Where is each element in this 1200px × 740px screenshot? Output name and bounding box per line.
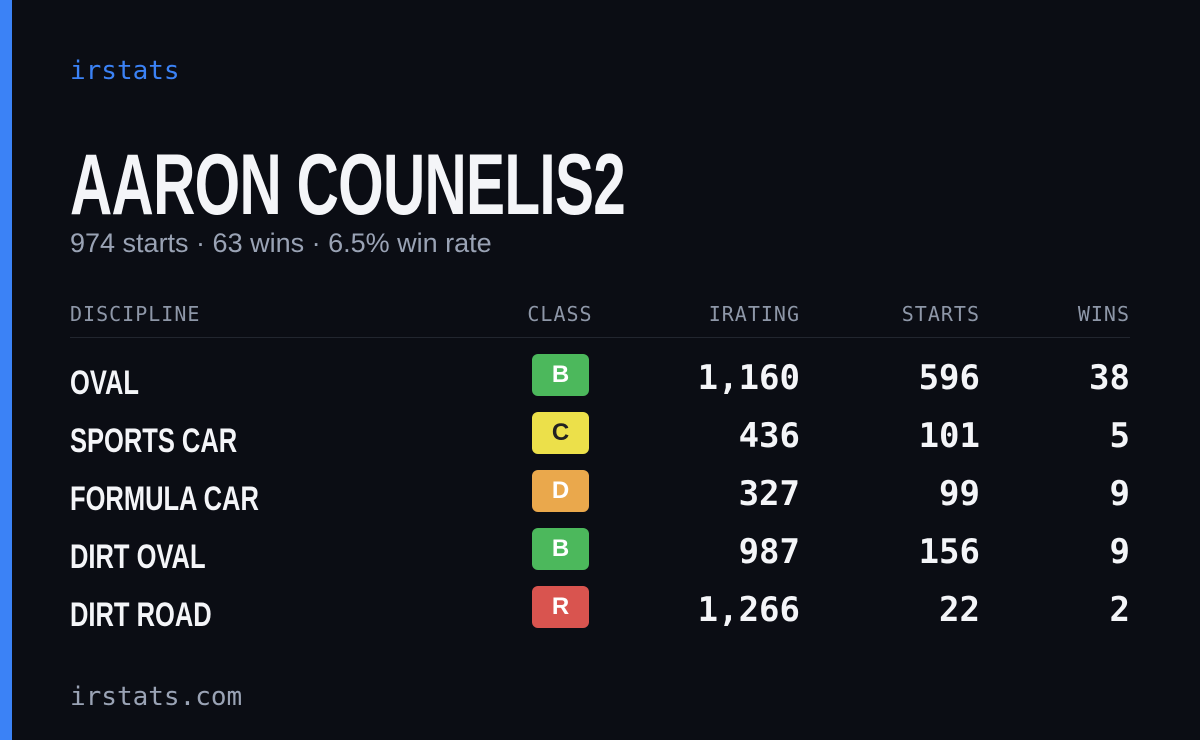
stat-value: 9 bbox=[1109, 474, 1130, 514]
stat-value: 327 bbox=[738, 474, 800, 514]
class-badge: B bbox=[532, 354, 589, 396]
discipline: DIRT ROAD bbox=[70, 596, 212, 634]
stat-value: 101 bbox=[918, 416, 980, 456]
accent-bar bbox=[0, 0, 12, 740]
stat-value: 156 bbox=[918, 532, 980, 572]
discipline: FORMULA CAR bbox=[70, 480, 259, 518]
summary: 974 starts · 63 wins · 6.5% win rate bbox=[70, 228, 492, 258]
stat-value: 38 bbox=[1089, 358, 1130, 398]
stat-value: 1,160 bbox=[697, 358, 800, 398]
column-header: CLASS bbox=[527, 302, 593, 326]
class-badge: R bbox=[532, 586, 589, 628]
stat-value: 5 bbox=[1109, 416, 1130, 456]
stat-value: 987 bbox=[738, 532, 800, 572]
stat-value: 436 bbox=[738, 416, 800, 456]
column-header: IRATING bbox=[708, 302, 800, 326]
column-header: STARTS bbox=[901, 302, 980, 326]
player-name: AARON COUNELIS2 bbox=[70, 137, 626, 233]
footer: irstats.com bbox=[70, 682, 243, 712]
class-badge: C bbox=[532, 412, 589, 454]
class-badge: B bbox=[532, 528, 589, 570]
divider bbox=[70, 337, 1130, 338]
stat-value: 1,266 bbox=[697, 590, 800, 630]
stat-value: 596 bbox=[918, 358, 980, 398]
column-header: DISCIPLINE bbox=[70, 302, 201, 326]
discipline: SPORTS CAR bbox=[70, 422, 238, 460]
stat-value: 99 bbox=[939, 474, 980, 514]
stat-value: 22 bbox=[939, 590, 980, 630]
discipline: DIRT OVAL bbox=[70, 538, 206, 576]
brand: irstats bbox=[70, 56, 180, 86]
class-badge: D bbox=[532, 470, 589, 512]
stat-value: 2 bbox=[1109, 590, 1130, 630]
discipline: OVAL bbox=[70, 364, 139, 402]
stat-value: 9 bbox=[1109, 532, 1130, 572]
column-header: WINS bbox=[1077, 302, 1130, 326]
